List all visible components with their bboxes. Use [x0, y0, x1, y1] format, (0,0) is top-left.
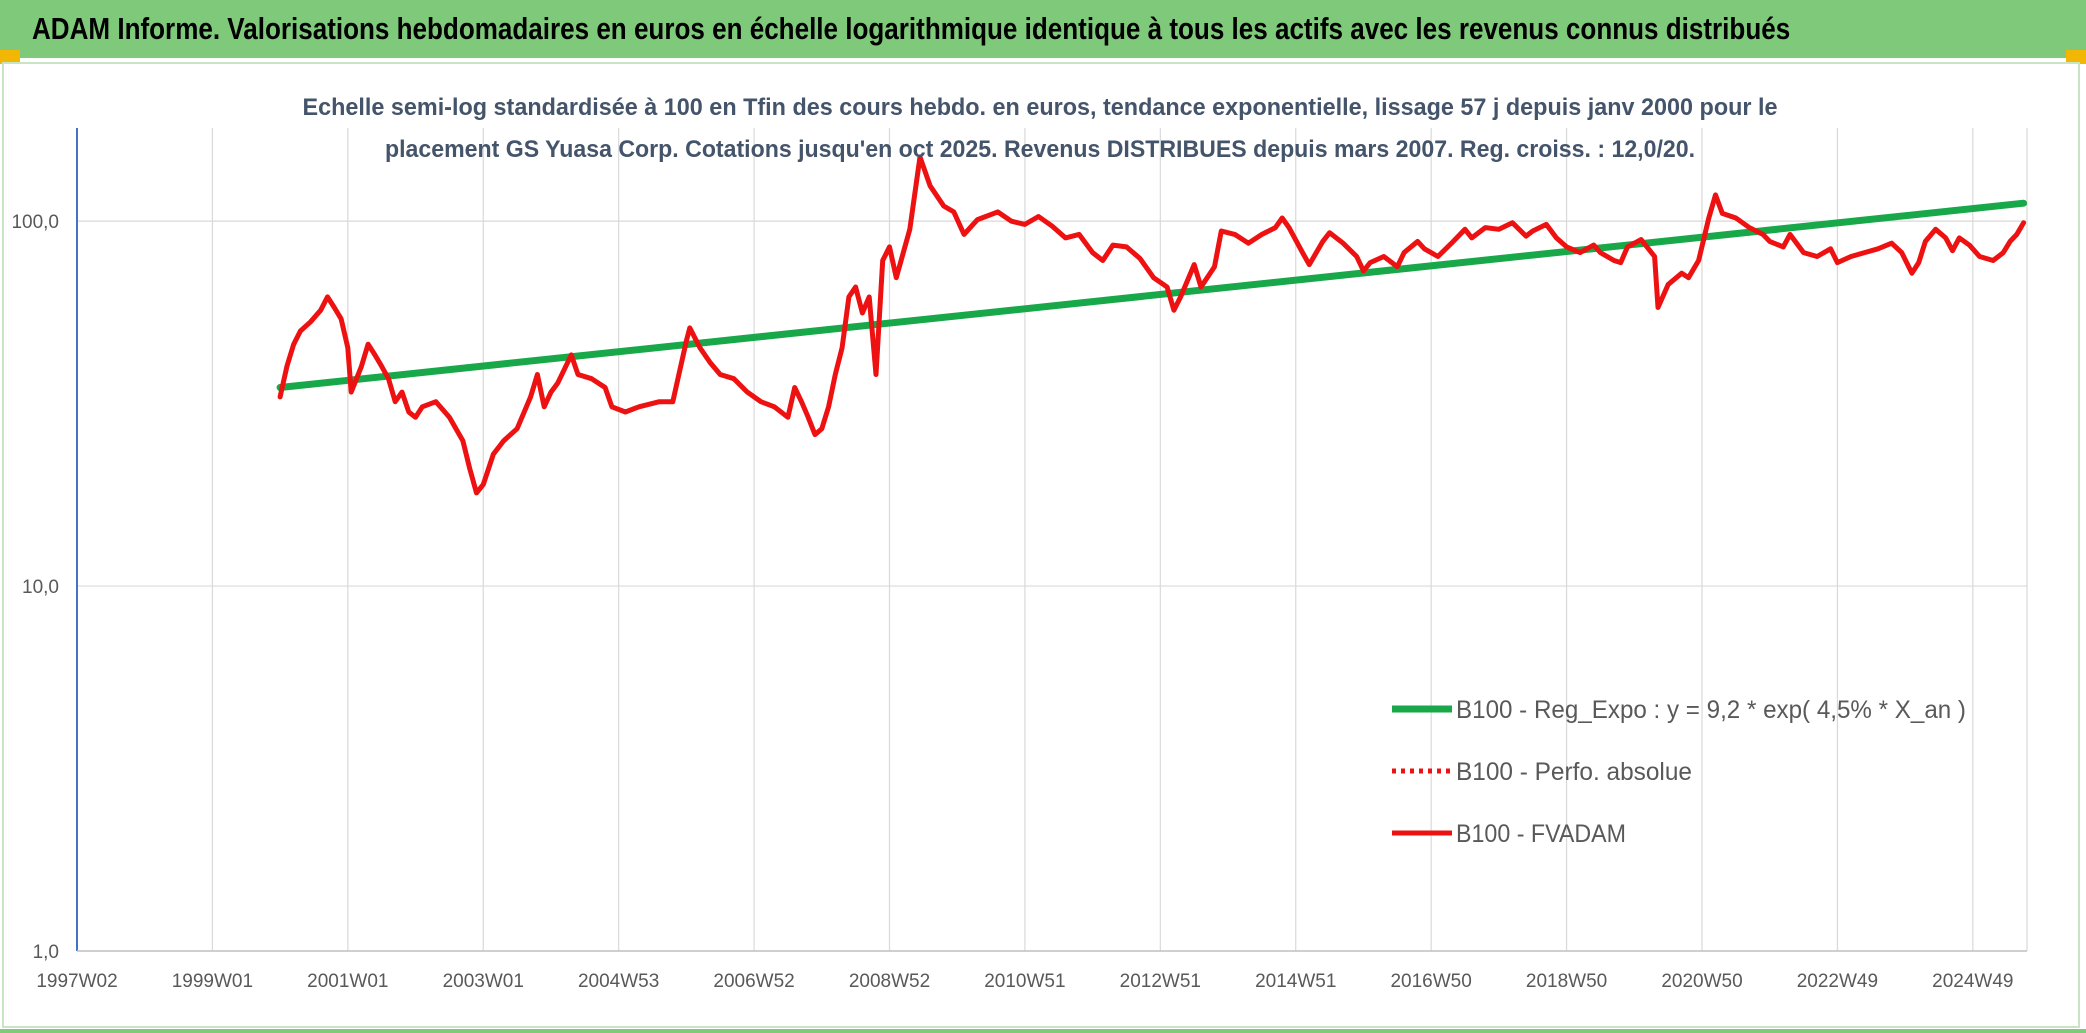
series-layer [276, 154, 2028, 496]
chart-title-line-1: Echelle semi-log standardisée à 100 en T… [303, 94, 1778, 121]
reg-expo-line [276, 199, 2028, 391]
x-tick-labels: 1997W02 1999W01 2001W01 2003W01 2004W53 2006W… [36, 971, 2013, 992]
chart-title-line-2: placement GS Yuasa Corp. Cotations jusqu… [385, 136, 1695, 163]
x-tick-label: 2001W01 [307, 971, 388, 992]
y-tick-label: 100,0 [11, 212, 59, 233]
bottom-strip [0, 1029, 2086, 1033]
legend-label-perfo-absolue: B100 - Perfo. absolue [1456, 758, 1692, 786]
legend-label-reg-expo: B100 - Reg_Expo : y = 9,2 * exp( 4,5% * … [1456, 696, 1966, 724]
y-tick-labels: 1,0 10,0 100,0 [11, 212, 59, 963]
x-tick-label: 2003W01 [443, 971, 524, 992]
accent-corner-left [0, 50, 20, 64]
x-tick-label: 2018W50 [1526, 971, 1607, 992]
x-tick-label: 2006W52 [713, 971, 794, 992]
report-title: ADAM Informe. Valorisations hebdomadaire… [32, 11, 1791, 46]
x-tick-label: 1997W02 [36, 971, 117, 992]
accent-corner-right [2066, 50, 2086, 64]
x-tick-label: 1999W01 [172, 971, 253, 992]
x-tick-label: 2024W49 [1932, 971, 2013, 992]
report-banner: ADAM Informe. Valorisations hebdomadaire… [0, 0, 2086, 58]
x-tick-label: 2020W50 [1661, 971, 1742, 992]
x-tick-label: 2016W50 [1390, 971, 1471, 992]
x-tick-label: 2012W51 [1120, 971, 1201, 992]
x-tick-label: 2004W53 [578, 971, 659, 992]
legend: B100 - Reg_Expo : y = 9,2 * exp( 4,5% * … [1392, 696, 1966, 848]
fvadam-line [277, 154, 2027, 496]
legend-label-fvadam: B100 - FVADAM [1456, 820, 1626, 848]
y-tick-label: 10,0 [22, 577, 59, 598]
y-tick-label: 1,0 [33, 942, 59, 963]
x-tick-label: 2014W51 [1255, 971, 1336, 992]
chart-frame [2, 62, 2080, 1028]
x-tick-label: 2022W49 [1797, 971, 1878, 992]
x-tick-label: 2008W52 [849, 971, 930, 992]
grid-layer [77, 128, 2028, 951]
x-tick-label: 2010W51 [984, 971, 1065, 992]
